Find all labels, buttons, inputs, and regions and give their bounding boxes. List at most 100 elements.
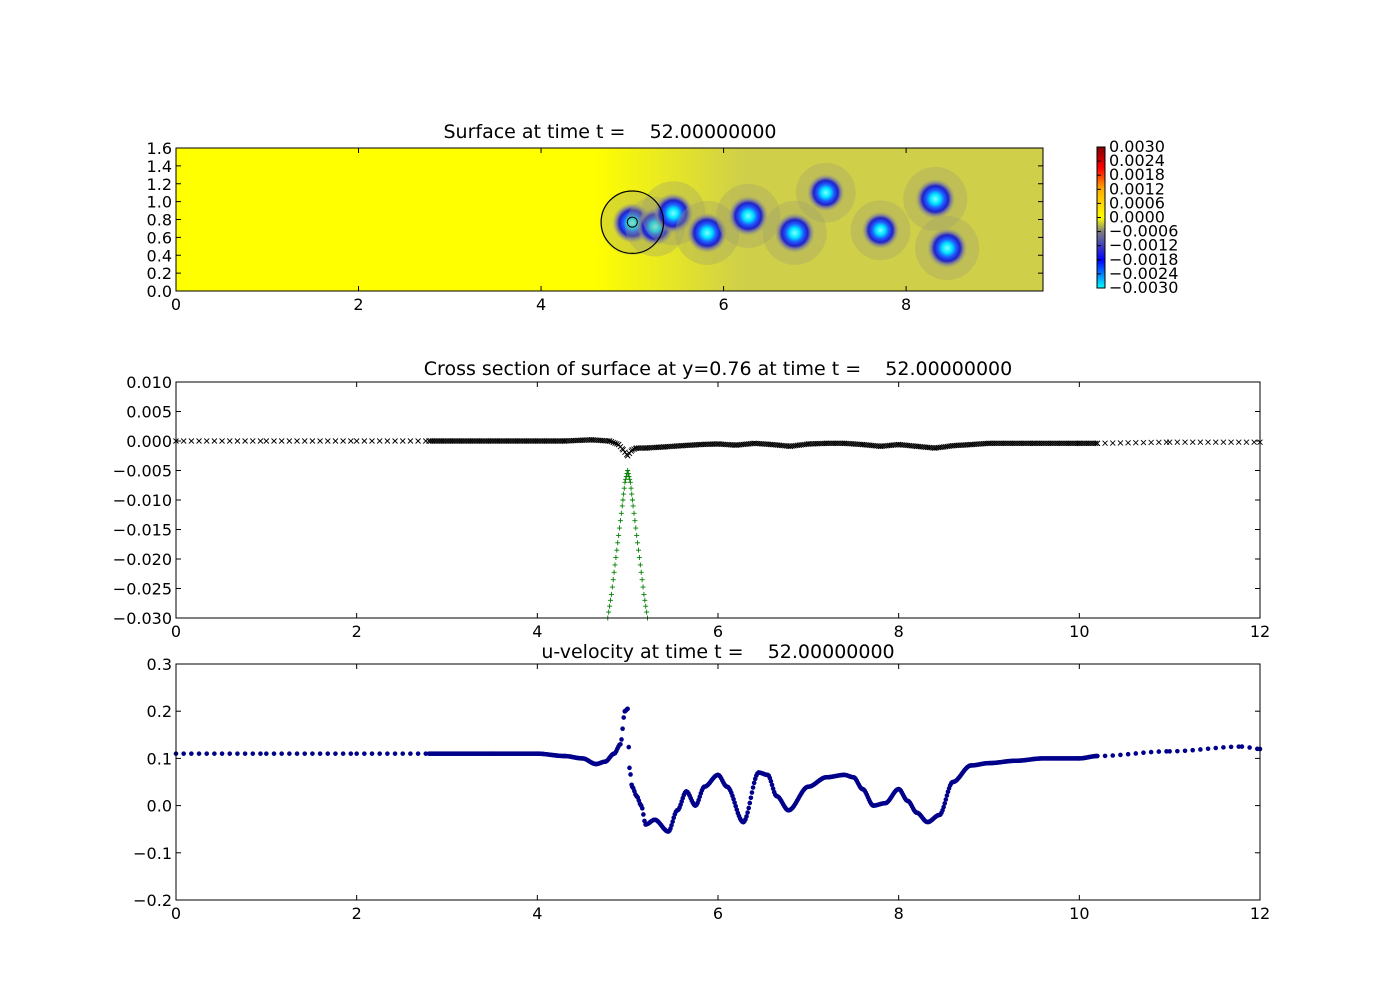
y-tick-label: −0.030 [113,609,172,628]
x-tick-label: 4 [532,622,542,641]
y-tick-label: 0.0 [147,282,172,301]
cross-section-point [1228,439,1234,445]
y-tick-label: −0.2 [133,891,172,910]
x-tick-label: 10 [1069,622,1089,641]
x-tick-label: 4 [532,904,542,923]
y-tick-label: 0.2 [147,702,172,721]
panel2-ticks: 0 2 4 6 8 10 12 0.010 0.005 0.000 −0.005 −0.010 −0.0… [113,373,1270,641]
cross-section-point [1174,439,1181,445]
x-tick-label: 8 [894,904,904,923]
u-velocity-point [354,751,359,756]
u-velocity-point [423,751,429,756]
bathymetry-point [644,609,650,615]
bathymetry-point [634,532,640,538]
x-tick-label: 8 [901,295,911,314]
u-velocity-point [746,805,752,811]
u-velocity-point [641,812,646,817]
bathymetry-point [608,591,614,597]
x-tick-label: 12 [1250,622,1270,641]
cross-section-point [301,438,308,444]
bathymetry-point [614,547,620,553]
bathymetry-point [639,577,645,583]
u-velocity-point [733,803,739,809]
u-velocity-point [640,806,645,811]
x-tick-label: 6 [718,295,728,314]
cross-section-point [234,438,241,444]
u-velocity-point [620,726,625,732]
u-velocity-point [941,804,946,810]
colorbar-ticks: 0.00300.00240.00180.00120.00060.0000−0.0… [1097,137,1178,297]
bathymetry-point [629,491,635,497]
u-velocity-point [618,741,623,747]
u-velocity-point [627,765,632,771]
u-velocity-point [744,814,749,819]
u-velocity-point [942,801,948,806]
bathymetry-point [627,479,633,485]
cross-section-point [347,438,354,444]
cross-section-point [286,438,293,444]
y-tick-label: 0.0 [147,797,172,816]
u-velocity-point [242,751,248,756]
cross-section-point [1148,439,1154,446]
bathymetry-point [618,510,624,516]
u-velocity-point [626,744,632,750]
u-velocity-point [732,800,737,805]
panel1-title: Surface at time t = 52.00000000 [443,121,776,143]
u-velocity-point [264,751,269,756]
vortex [861,211,900,249]
u-velocity-point [1095,753,1100,759]
bathymetry-point [631,510,637,516]
bathymetry-point [613,555,619,561]
y-tick-label: 1.4 [147,157,172,176]
u-velocity-point [747,800,753,806]
bathymetry-point [617,525,623,531]
cross-section-point [407,438,414,444]
heatmap-background [176,148,1043,291]
u-velocity-point [1213,745,1219,751]
x-tick-label: 0 [171,295,181,314]
cross-section-point [369,438,375,444]
bathymetry-point [616,532,622,538]
u-velocity-point [1118,752,1123,758]
vortex [927,228,968,269]
cross-section-point [263,438,270,444]
y-tick-label: 0.2 [147,264,172,283]
cross-section-point [415,438,421,444]
u-velocity-point [258,751,263,756]
u-velocity-point [385,751,390,756]
vortex [915,178,956,219]
u-velocity-point [348,751,354,756]
u-velocity-point [204,751,210,756]
x-tick-label: 12 [1250,904,1270,923]
cross-section-point [1109,440,1116,446]
y-tick-label: 0.6 [147,228,172,247]
colorbar-tick-label: 0.0018 [1109,165,1165,184]
cross-section-point [1132,439,1139,446]
bathymetry-point [626,473,632,479]
cross-section-point [219,438,225,444]
u-velocity-point [1247,745,1252,750]
bathymetry-point [628,485,634,491]
cross-section-point [332,438,339,444]
u-velocity-point [250,751,256,756]
bathymetry-point [610,577,616,583]
colorbar-tick-label: 0.0030 [1109,137,1165,156]
bathymetry-point [637,562,643,568]
cross-section-point [1182,439,1188,445]
cross-section-point [353,438,360,444]
cross-section-point [1102,440,1108,447]
u-velocity-point [333,751,338,756]
u-velocity-point [189,751,194,756]
bathymetry-point [611,569,617,575]
y-tick-label: −0.010 [113,491,172,510]
colorbar-tick-label: −0.0006 [1109,222,1178,241]
u-velocity-point [670,819,675,824]
colorbar-tick-label: 0.0006 [1109,193,1165,212]
x-tick-label: 4 [536,295,546,314]
colorbar-tick-label: −0.0018 [1109,250,1178,269]
y-tick-label: 0.3 [147,655,172,674]
u-velocity-point [628,772,633,777]
cross-section-point [1220,439,1227,445]
u-velocity-point [625,706,630,712]
y-tick-label: −0.020 [113,550,172,569]
